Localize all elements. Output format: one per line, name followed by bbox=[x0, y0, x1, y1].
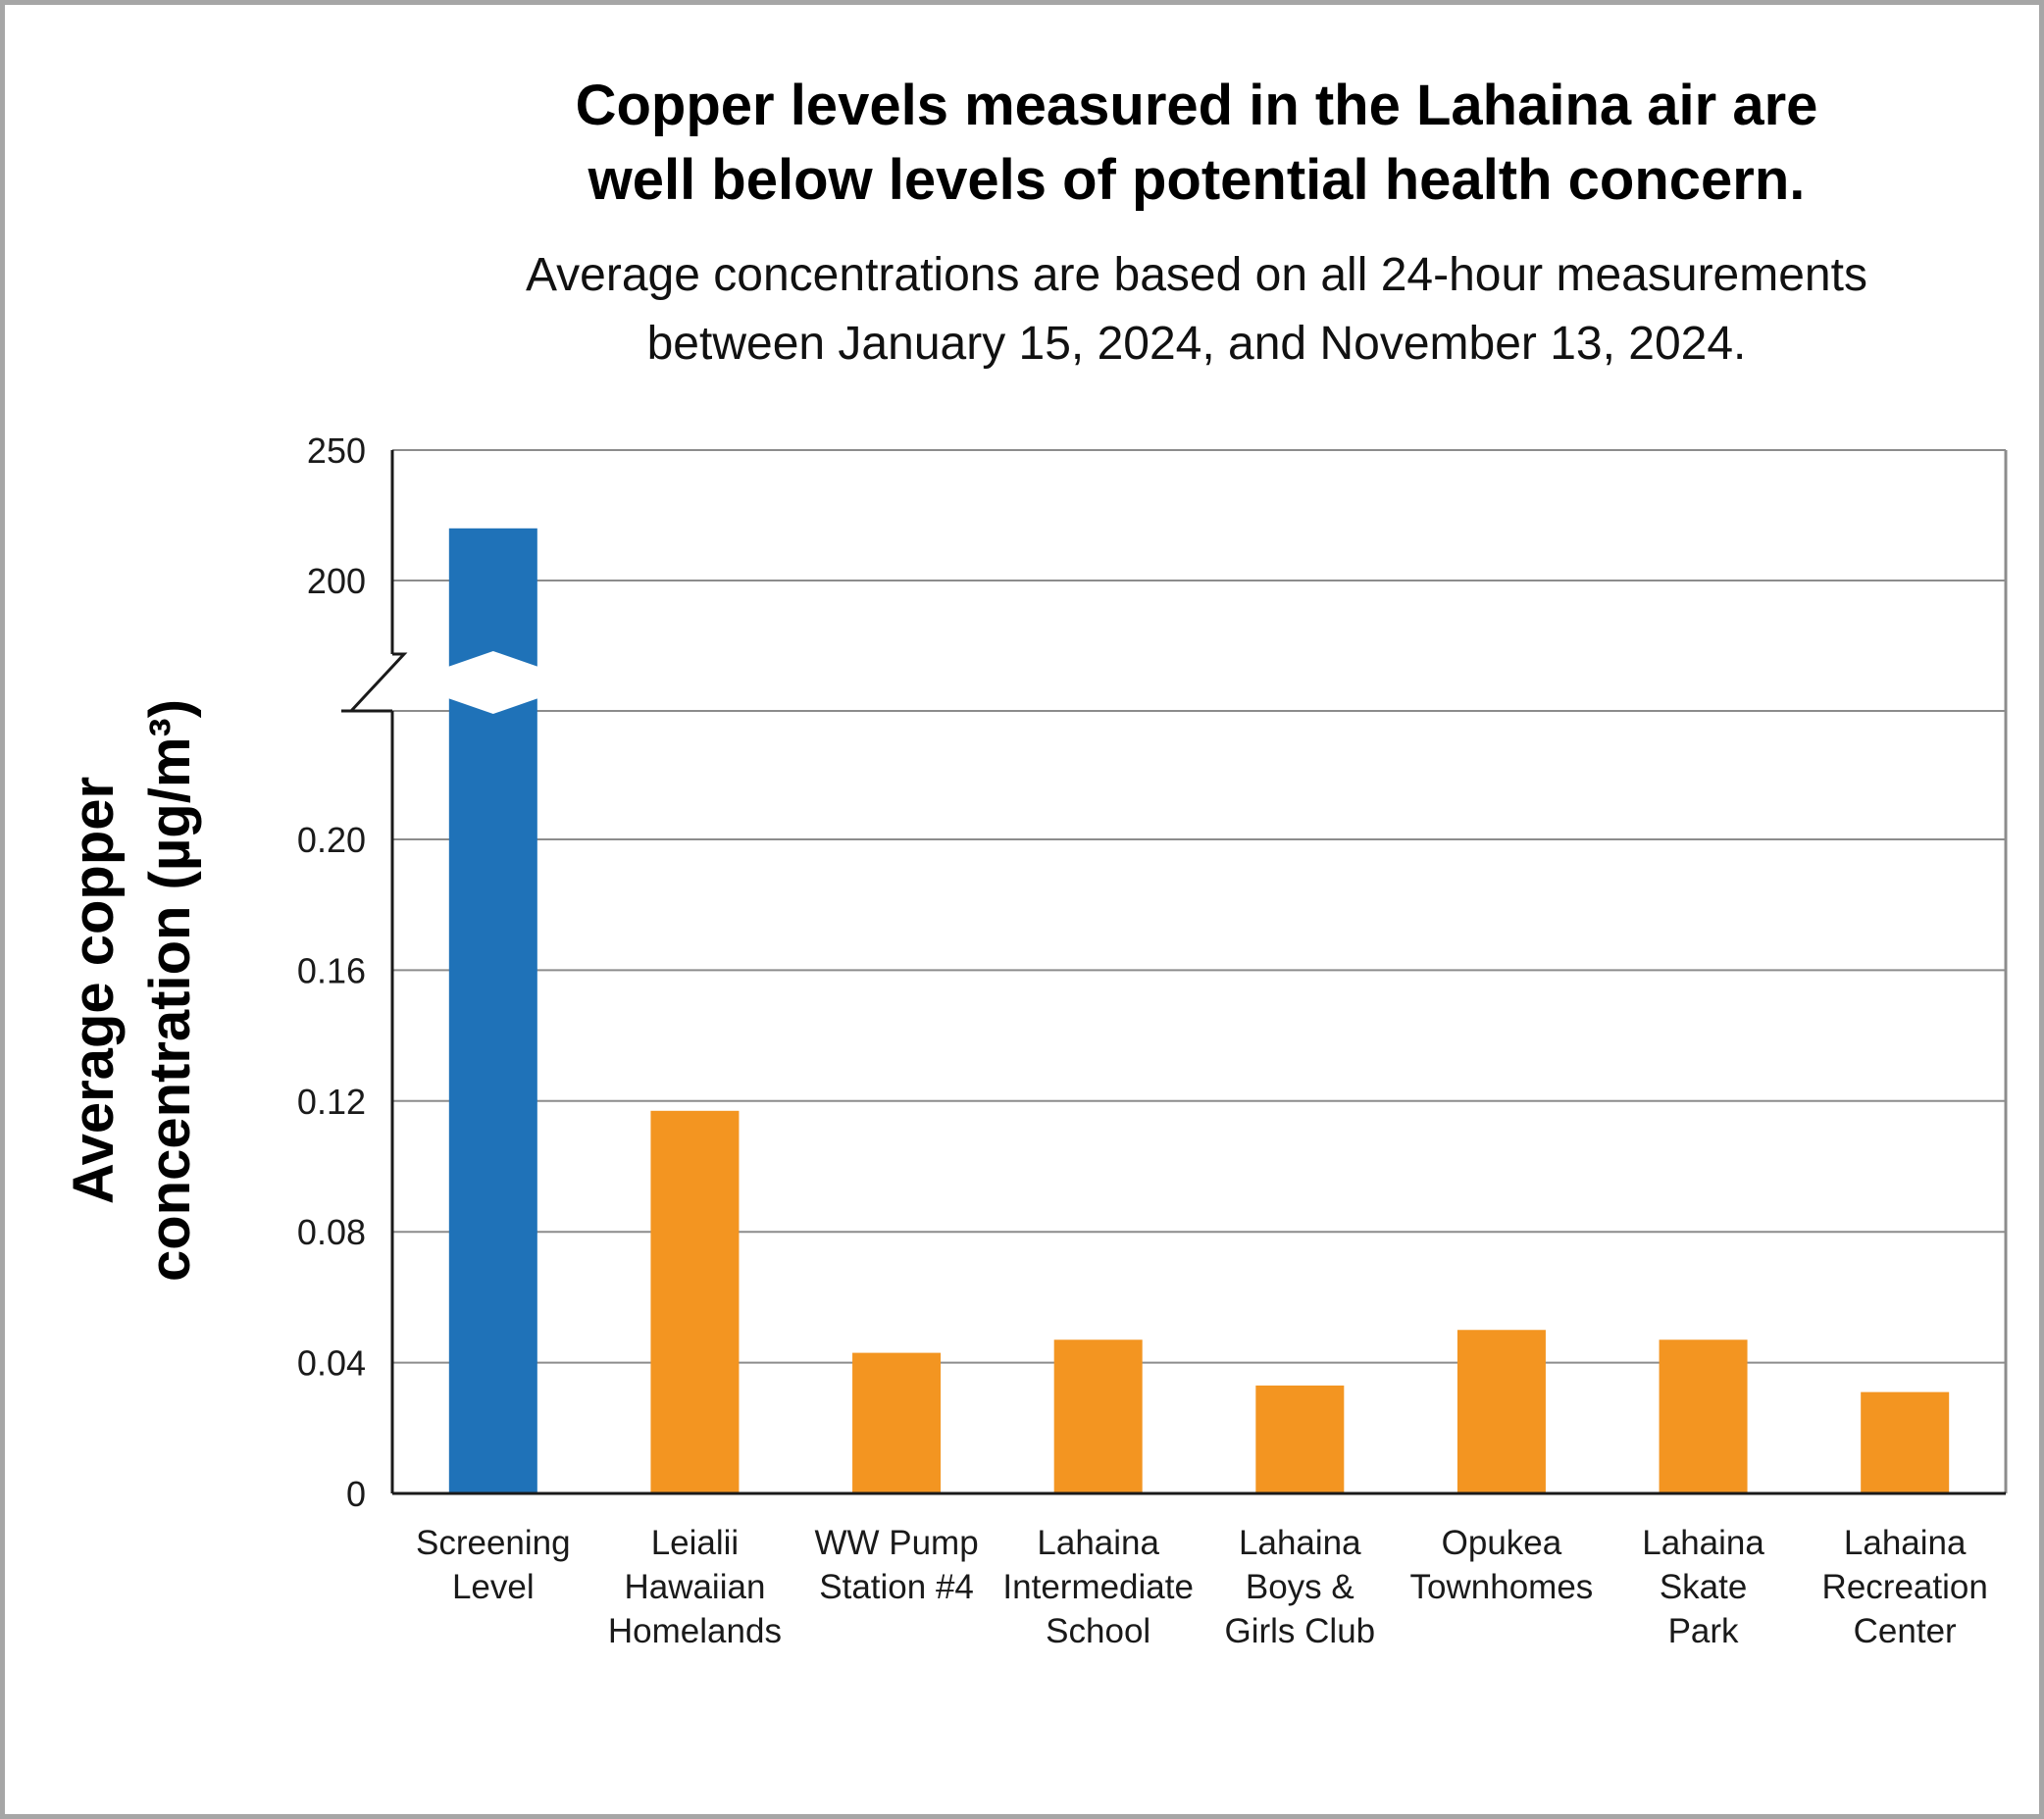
x-tick-label: Screening bbox=[416, 1524, 571, 1562]
chart-subtitle-line-2: between January 15, 2024, and November 1… bbox=[646, 318, 1747, 370]
x-tick-label: School bbox=[1046, 1612, 1150, 1650]
y-tick-label: 0.20 bbox=[297, 820, 366, 860]
x-tick-label: Intermediate bbox=[1002, 1568, 1194, 1606]
x-tick-label: Lahaina bbox=[1844, 1524, 1967, 1562]
x-tick-label: Hawaiian bbox=[624, 1568, 765, 1606]
bar bbox=[1861, 1391, 1950, 1493]
chart-title-line-1: Copper levels measured in the Lahaina ai… bbox=[575, 74, 1818, 137]
y-tick-label: 0.04 bbox=[297, 1343, 366, 1384]
bar bbox=[1053, 1339, 1143, 1493]
bar bbox=[1255, 1385, 1345, 1493]
x-tick-label: Lahaina bbox=[1239, 1524, 1361, 1562]
x-tick-label: Opukea bbox=[1442, 1524, 1562, 1562]
x-tick-label: Townhomes bbox=[1410, 1568, 1594, 1606]
x-tick-label: Lahaina bbox=[1037, 1524, 1159, 1562]
x-tick-label: Level bbox=[452, 1568, 535, 1606]
chart-subtitle-line-1: Average concentrations are based on all … bbox=[526, 249, 1867, 301]
x-tick-label: Recreation bbox=[1822, 1568, 1988, 1606]
chart-subtitle: Average concentrations are based on all … bbox=[373, 241, 2020, 379]
x-tick-label: Boys & bbox=[1246, 1568, 1354, 1606]
chart-title: Copper levels measured in the Lahaina ai… bbox=[373, 69, 2020, 218]
x-tick-label: Girls Club bbox=[1224, 1612, 1375, 1650]
x-tick-label: Station #4 bbox=[819, 1568, 974, 1606]
x-tick-label: Homelands bbox=[608, 1612, 782, 1650]
bar bbox=[1456, 1330, 1546, 1493]
y-tick-label: 200 bbox=[307, 561, 366, 601]
bar bbox=[1659, 1339, 1748, 1493]
bar-break-gap bbox=[444, 651, 541, 714]
axis-break-zigzag bbox=[341, 652, 408, 713]
y-tick-label: 0.16 bbox=[297, 950, 366, 990]
x-tick-label: WW Pump bbox=[814, 1524, 978, 1562]
x-tick-label: Lahaina bbox=[1642, 1524, 1764, 1562]
y-tick-label: 0.12 bbox=[297, 1082, 366, 1122]
chart-title-line-2: well below levels of potential health co… bbox=[588, 148, 1806, 212]
x-tick-label: Center bbox=[1854, 1612, 1957, 1650]
bar bbox=[650, 1110, 740, 1493]
y-tick-label: 0 bbox=[346, 1474, 366, 1514]
bar bbox=[852, 1352, 942, 1493]
y-tick-label: 0.08 bbox=[297, 1212, 366, 1252]
x-tick-label: Park bbox=[1668, 1612, 1739, 1650]
x-tick-label: Leialii bbox=[651, 1524, 740, 1562]
y-tick-label: 250 bbox=[307, 430, 366, 471]
x-tick-label: Skate bbox=[1660, 1568, 1748, 1606]
